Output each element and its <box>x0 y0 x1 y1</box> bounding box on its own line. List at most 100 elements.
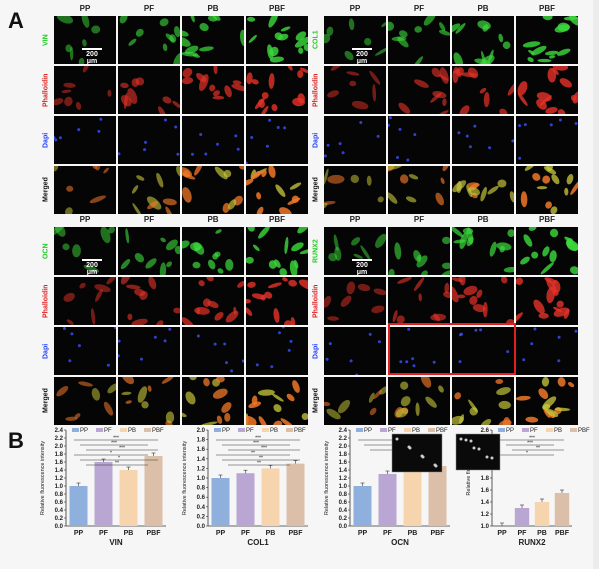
legend-label: PP <box>222 428 230 434</box>
dapi-signal <box>388 116 417 162</box>
micrograph-runx2-merged-pf <box>388 377 450 425</box>
column-header-pbf: PBF <box>539 4 555 13</box>
dapi-signal <box>118 327 172 361</box>
y-tick-label: 1.2 <box>197 466 206 472</box>
dapi-signal <box>118 118 180 156</box>
column-header-pb: PB <box>207 4 219 13</box>
red-signal <box>452 277 514 325</box>
y-tick-label: 1.4 <box>481 500 490 506</box>
micrograph-vin-merged-pf <box>118 166 180 214</box>
scrollbar[interactable] <box>593 0 599 569</box>
panel-a-label: A <box>8 8 24 33</box>
x-tick-label: PF <box>99 530 109 537</box>
micrograph-ocn-dapi-pf <box>118 327 180 375</box>
x-axis-label: OCN <box>391 538 409 547</box>
y-tick-label: 2.4 <box>339 428 348 434</box>
y-tick-label: 2.2 <box>55 436 64 442</box>
merged-signal <box>246 166 302 214</box>
merged-signal <box>182 377 232 425</box>
significance-label: *** <box>529 436 535 442</box>
merged-signal <box>324 386 386 420</box>
x-tick-label: PF <box>383 530 393 537</box>
micrograph-ocn-merged-pbf <box>246 377 308 425</box>
red-signal <box>516 277 570 325</box>
green-signal <box>246 227 308 275</box>
inset-dot <box>490 456 494 460</box>
scale-bar: 200 μm <box>82 259 102 276</box>
bar-pf <box>94 462 113 526</box>
scale-bar-line <box>352 48 372 50</box>
column-header-pbf: PBF <box>539 215 555 224</box>
merged-signal <box>452 378 512 425</box>
dapi-signal <box>54 117 103 142</box>
y-tick-label: 2.4 <box>55 428 64 434</box>
micrograph-vin-dapi-pbf <box>246 116 308 164</box>
merged-signal <box>324 168 384 210</box>
y-tick-label: 1.6 <box>481 488 490 494</box>
legend-swatch-pbf <box>144 428 151 432</box>
legend-label: PF <box>388 428 396 434</box>
column-header-pbf: PBF <box>269 4 285 13</box>
micrograph-vin-phalloidin-pb <box>182 66 244 114</box>
legend-swatch-pf <box>380 428 387 432</box>
y-tick-label: 2.0 <box>197 428 206 434</box>
green-signal <box>452 227 514 273</box>
micrograph-ocn-dapi-pb <box>182 327 244 375</box>
y-tick-label: 1.4 <box>55 468 64 474</box>
y-tick-label: 0.6 <box>55 500 64 506</box>
green-signal <box>247 16 308 63</box>
micrograph-vin-phalloidin-pbf <box>246 66 308 114</box>
legend-swatch-pp <box>214 428 221 432</box>
legend-swatch-pb <box>262 428 269 432</box>
significance-label: * <box>110 451 112 457</box>
significance-label: *** <box>261 446 267 452</box>
significance-label: ** <box>536 446 540 452</box>
dapi-signal <box>399 327 436 368</box>
micrograph-ocn-merged-pb <box>182 377 244 425</box>
legend-label: PBF <box>294 428 306 434</box>
micrograph-vin-dapi-pf <box>118 116 180 164</box>
x-axis-label: RUNX2 <box>518 538 546 547</box>
merged-signal <box>520 166 578 214</box>
y-tick-label: 2.2 <box>339 436 348 442</box>
bar-pbf <box>144 456 163 526</box>
legend-label: PB <box>554 428 562 434</box>
legend-swatch-pf <box>238 428 245 432</box>
legend-swatch-pf <box>96 428 103 432</box>
micrograph-col1-col1-pbf <box>516 16 578 64</box>
column-header-pf: PF <box>143 215 155 224</box>
bar-pf <box>236 473 255 526</box>
micrograph-runx2-dapi-pbf <box>516 327 578 375</box>
merged-signal <box>182 166 244 213</box>
inset-dot <box>469 439 473 443</box>
micrograph-runx2-runx2-pf <box>388 227 450 275</box>
y-tick-label: 1.8 <box>339 452 348 458</box>
y-tick-label: 1.8 <box>481 476 490 482</box>
legend-label: PB <box>412 428 420 434</box>
inset-image <box>455 433 501 471</box>
merged-signal <box>452 179 514 203</box>
micrograph-vin-phalloidin-pp <box>54 66 116 114</box>
micrograph-vin-dapi-pp <box>54 116 116 164</box>
green-signal <box>388 16 450 64</box>
y-tick-label: 0.2 <box>197 514 206 520</box>
x-tick-label: PF <box>241 530 251 537</box>
micrograph-col1-phalloidin-pbf <box>516 66 578 114</box>
micrograph-ocn-phalloidin-pp <box>54 277 116 325</box>
red-signal <box>452 66 514 114</box>
column-header-pb: PB <box>477 215 489 224</box>
x-tick-label: PP <box>74 530 84 537</box>
legend-swatch-pp <box>356 428 363 432</box>
micrograph-ocn-dapi-pp <box>54 327 116 375</box>
bar-pbf <box>428 466 447 526</box>
significance-label: ** <box>251 451 255 457</box>
micrograph-vin-vin-pb <box>182 16 244 64</box>
micrograph-vin-vin-pp <box>54 16 116 64</box>
green-signal <box>56 16 101 64</box>
inset-dot <box>459 437 463 441</box>
scale-bar-label: 200 μm <box>356 51 368 65</box>
y-tick-label: 1.8 <box>55 452 64 458</box>
y-tick-label: 1.0 <box>339 484 348 490</box>
y-tick-label: 1.2 <box>339 476 348 482</box>
